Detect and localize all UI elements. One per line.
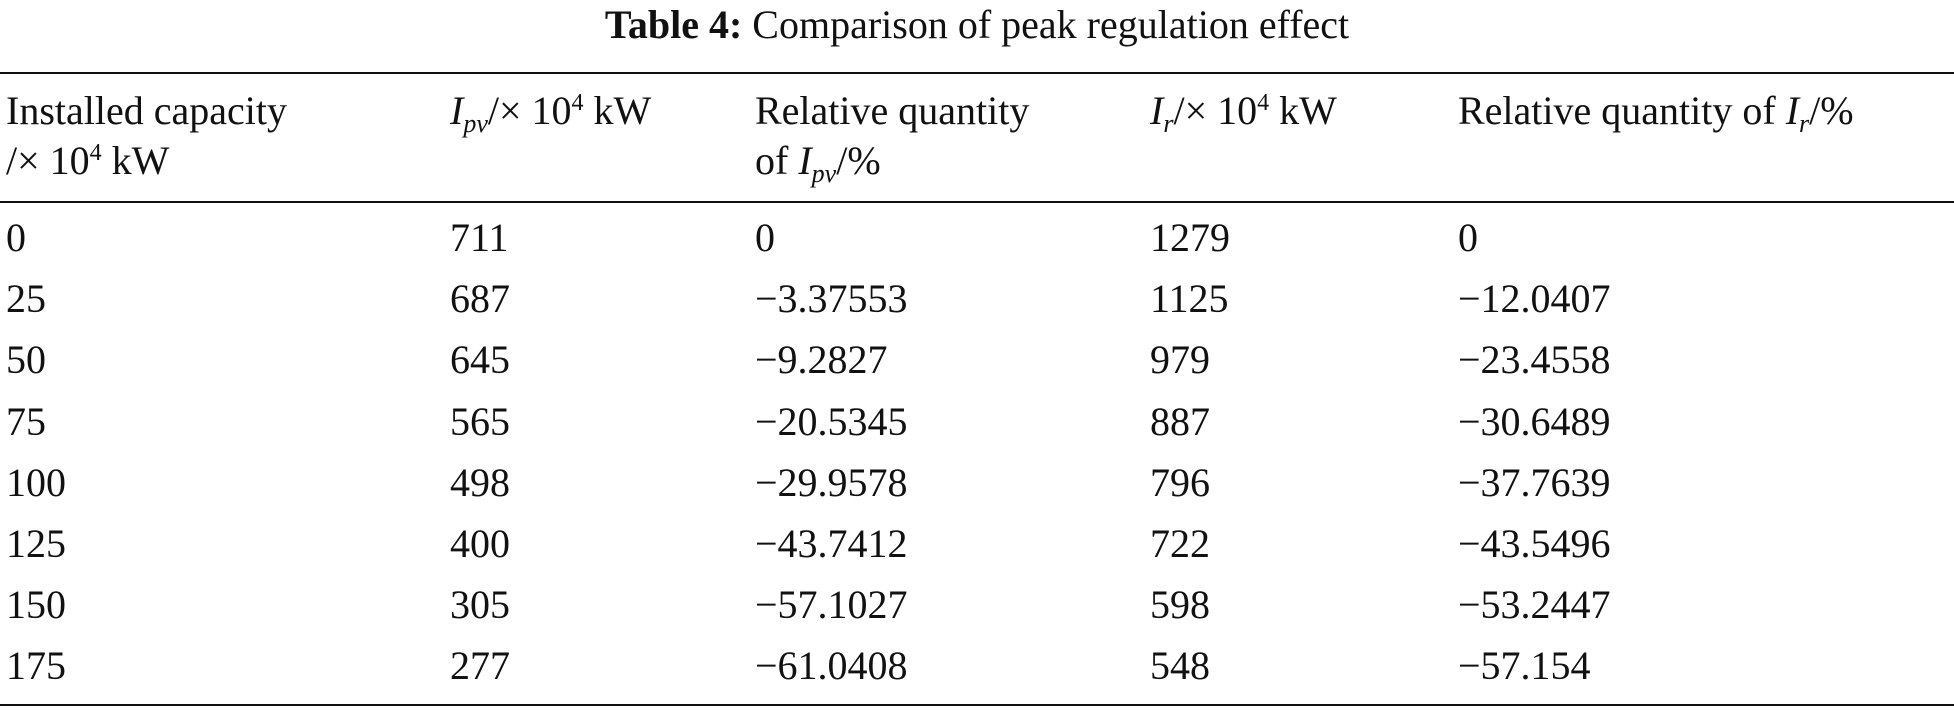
table-body: 0 711 0 1279 0 25 687 −3.37553 1125 −12.… — [0, 214, 1954, 704]
header-ir-exponent: 4 — [1257, 90, 1270, 116]
cell-relative-ipv: 0 — [755, 215, 775, 260]
header-relative-ir-text: Relative quantity of — [1458, 88, 1786, 133]
bottom-rule — [0, 704, 1954, 706]
header-installed-unit-prefix: /× 10 — [6, 138, 90, 183]
cell-ir: 722 — [1150, 520, 1210, 566]
cell-installed: 125 — [6, 520, 66, 566]
cell-ipv: 687 — [450, 276, 510, 322]
table-row: 125 400 −43.7412 722 −43.5496 — [0, 520, 1954, 581]
cell-ipv: 305 — [450, 582, 510, 628]
cell-relative-ipv: −43.7412 — [755, 520, 908, 566]
header-installed-unit: kW — [101, 138, 170, 183]
header-relative-ir: Relative quantity of Ir/% — [1458, 86, 1854, 141]
table-row: 150 305 −57.1027 598 −53.2447 — [0, 581, 1954, 642]
header-relative-ir-subscript: r — [1799, 109, 1810, 138]
cell-installed: 100 — [6, 459, 66, 505]
header-ir: Ir/× 104 kW — [1150, 86, 1337, 142]
header-relative-ipv-unit: /% — [836, 138, 881, 183]
cell-ir: 1279 — [1150, 215, 1230, 260]
cell-ipv: 400 — [450, 520, 510, 566]
header-relative-ipv-line1: Relative quantity — [755, 88, 1030, 133]
header-relative-ipv-of: of — [755, 138, 799, 183]
header-installed-line2: /× 104 kW — [6, 136, 287, 192]
table-row: 175 277 −61.0408 548 −57.154 — [0, 642, 1954, 703]
cell-relative-ipv: −3.37553 — [755, 276, 908, 322]
cell-ipv: 645 — [450, 337, 510, 383]
header-rule — [0, 201, 1954, 203]
header-installed-exponent: 4 — [89, 140, 102, 166]
cell-installed: 50 — [6, 337, 46, 383]
cell-relative-ir: −37.7639 — [1458, 459, 1611, 505]
header-ipv-variable: I — [450, 88, 464, 133]
header-ir-subscript: r — [1163, 109, 1174, 138]
cell-ir: 796 — [1150, 459, 1210, 505]
header-ir-unit: kW — [1269, 88, 1337, 133]
table-row: 50 645 −9.2827 979 −23.4558 — [0, 336, 1954, 397]
cell-installed: 150 — [6, 582, 66, 628]
header-ir-variable: I — [1150, 88, 1164, 133]
cell-relative-ir: −30.6489 — [1458, 398, 1611, 444]
cell-ipv: 277 — [450, 643, 510, 689]
header-ipv-subscript: pv — [463, 109, 488, 138]
header-ipv: Ipv/× 104 kW — [450, 86, 651, 142]
cell-relative-ipv: −9.2827 — [755, 337, 888, 383]
cell-relative-ir: 0 — [1458, 215, 1478, 260]
cell-installed: 0 — [6, 215, 26, 260]
header-ipv-unit-prefix: /× 10 — [487, 88, 572, 133]
header-relative-ipv-subscript: pv — [811, 159, 837, 188]
cell-relative-ipv: −57.1027 — [755, 582, 908, 628]
cell-ir: 1125 — [1150, 276, 1229, 322]
cell-relative-ir: −53.2447 — [1458, 582, 1611, 628]
header-relative-ir-unit: /% — [1809, 88, 1854, 133]
header-ipv-unit: kW — [583, 88, 652, 133]
header-relative-ipv-variable: I — [798, 138, 812, 183]
header-ipv-exponent: 4 — [571, 90, 584, 116]
cell-ipv: 498 — [450, 459, 510, 505]
cell-relative-ir: −43.5496 — [1458, 520, 1611, 566]
cell-relative-ipv: −29.9578 — [755, 459, 908, 505]
table-row: 25 687 −3.37553 1125 −12.0407 — [0, 275, 1954, 336]
header-ir-unit-prefix: /× 10 — [1173, 88, 1258, 133]
cell-ir: 979 — [1150, 337, 1210, 383]
cell-relative-ipv: −20.5345 — [755, 398, 908, 444]
cell-ir: 598 — [1150, 582, 1210, 628]
table-title: Comparison of peak regulation effect — [752, 2, 1350, 47]
cell-ir: 887 — [1150, 398, 1210, 444]
cell-relative-ir: −23.4558 — [1458, 337, 1611, 383]
table-caption: Table 4: Comparison of peak regulation e… — [0, 2, 1954, 48]
cell-ir: 548 — [1150, 643, 1210, 689]
cell-installed: 75 — [6, 398, 46, 444]
table-row: 100 498 −29.9578 796 −37.7639 — [0, 459, 1954, 520]
cell-ipv: 565 — [450, 398, 510, 444]
table-row: 75 565 −20.5345 887 −30.6489 — [0, 398, 1954, 459]
header-installed-line1: Installed capacity — [6, 88, 287, 133]
cell-relative-ipv: −61.0408 — [755, 643, 908, 689]
header-relative-ir-variable: I — [1785, 88, 1800, 133]
table-label: Table 4: — [604, 2, 743, 47]
cell-installed: 25 — [6, 276, 46, 322]
cell-installed: 175 — [6, 643, 66, 689]
table-row: 0 711 0 1279 0 — [0, 214, 1954, 275]
top-rule — [0, 72, 1954, 74]
header-relative-ipv: Relative quantity of Ipv/% — [755, 86, 1029, 191]
cell-relative-ir: −57.154 — [1458, 643, 1591, 689]
cell-ipv: 711 — [450, 215, 509, 260]
header-installed-capacity: Installed capacity /× 104 kW — [6, 86, 287, 192]
cell-relative-ir: −12.0407 — [1458, 276, 1611, 322]
